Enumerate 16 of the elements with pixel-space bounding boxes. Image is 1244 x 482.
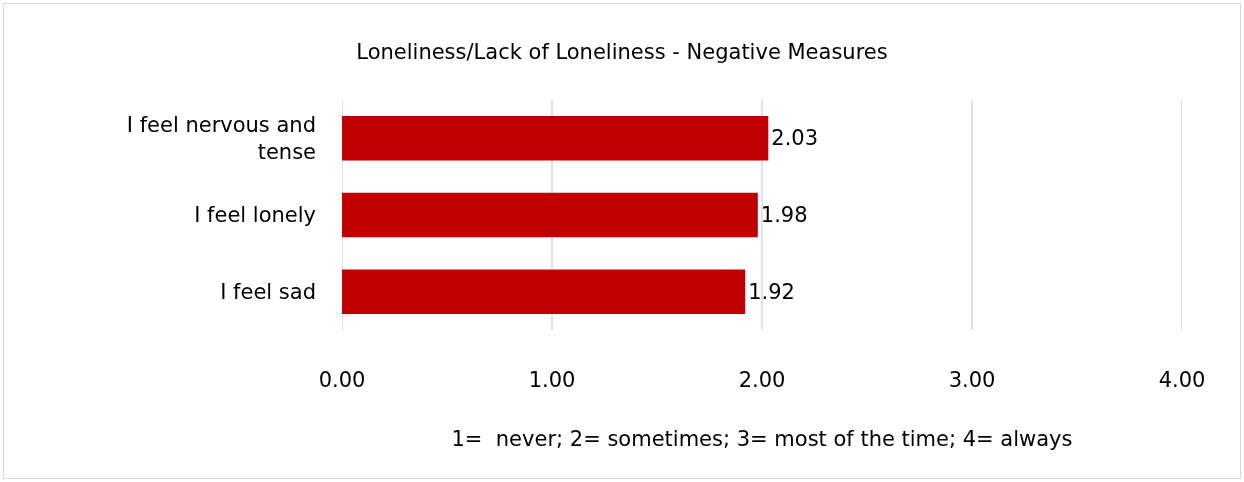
bar <box>342 192 758 238</box>
chart-title: Loneliness/Lack of Loneliness - Negative Measures <box>356 39 888 64</box>
y-tick-label: I feel nervous and tense <box>126 113 316 165</box>
bar <box>342 116 769 161</box>
x-tick-label: 0.00 <box>318 368 366 392</box>
x-tick-label: 2.00 <box>738 368 786 392</box>
x-axis-title: 1= never; 2= sometimes; 3= most of the time; 4= always <box>451 427 1073 452</box>
data-label: 2.03 <box>771 126 819 151</box>
data-label: 1.92 <box>748 279 795 304</box>
data-label: 1.98 <box>760 203 808 227</box>
y-tick-label: I feel sad <box>220 280 316 305</box>
x-tick-label: 4.00 <box>1158 368 1206 392</box>
x-tick-label: 3.00 <box>948 368 996 392</box>
x-tick-label: 1.00 <box>528 368 576 392</box>
y-tick-label: I feel lonely <box>194 203 316 228</box>
bar <box>342 269 746 314</box>
